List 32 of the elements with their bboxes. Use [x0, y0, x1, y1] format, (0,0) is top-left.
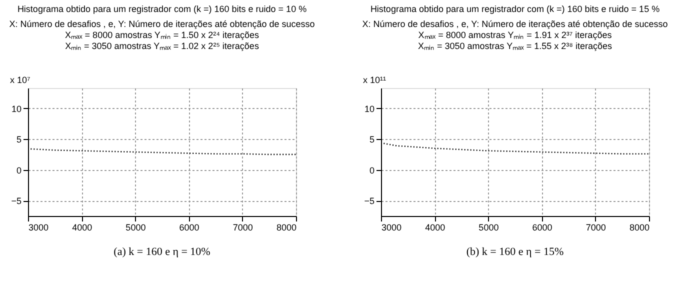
- text: x 10¹¹: [363, 75, 386, 85]
- x-tick-label: 3000: [382, 222, 402, 232]
- y-tick-label: −5: [364, 196, 374, 206]
- y-tick-label: −5: [11, 196, 22, 206]
- x-tick-label: 4000: [425, 222, 446, 232]
- text: Xₘᵢₙ = 3050 amostras Yₘₐₓ = 1.55 x 2³⁸ iterações: [418, 41, 612, 51]
- text: Xₘₐₓ = 8000 amostras Yₘᵢₙ = 1.50 x 2²⁴ iterações: [64, 30, 260, 40]
- x-tick-label: 8000: [629, 222, 650, 232]
- chart-title: Histograma obtido para um registrador com (k =) 160 bits e ruido = 15 %: [370, 4, 660, 14]
- text: (a) k = 160 e η = 10%: [114, 246, 210, 258]
- y-tick-label: 0: [16, 165, 22, 176]
- x-tick-label: 5000: [478, 222, 499, 232]
- x-tick-label: 6000: [532, 222, 552, 232]
- x-tick-label: 7000: [586, 222, 606, 232]
- x-tick-label: 7000: [232, 222, 253, 232]
- chart-title: Histograma obtido para um registrador com (k =) 160 bits e ruido = 10 %: [17, 4, 307, 14]
- y-tick-label: 10: [364, 104, 374, 114]
- x-tick-label: 6000: [179, 222, 200, 232]
- x-tick-label: 8000: [276, 222, 296, 232]
- x-tick-label: 4000: [72, 222, 92, 232]
- text: x 10⁷: [10, 75, 30, 85]
- chart-subtitle: X: Número de desafios , e, Y: Número de iterações até obtenção de sucesso: [9, 19, 315, 29]
- x-tick-label: 3000: [28, 222, 49, 232]
- text: Xₘₐₓ = 8000 amostras Yₘᵢₙ = 1.91 x 2³⁷ iterações: [418, 30, 612, 40]
- y-tick-label: 5: [369, 134, 374, 145]
- text: (b) k = 160 e η = 15%: [466, 246, 564, 258]
- chart-subtitle: X: Número de desafios , e, Y: Número de iterações até obtenção de sucesso: [362, 19, 668, 29]
- y-tick-label: 10: [11, 104, 22, 114]
- text: Xₘᵢₙ = 3050 amostras Yₘₐₓ = 1.02 x 2²⁵ iterações: [65, 41, 260, 51]
- y-tick-label: 0: [369, 165, 374, 176]
- y-tick-label: 5: [16, 134, 22, 145]
- x-tick-label: 5000: [126, 222, 146, 232]
